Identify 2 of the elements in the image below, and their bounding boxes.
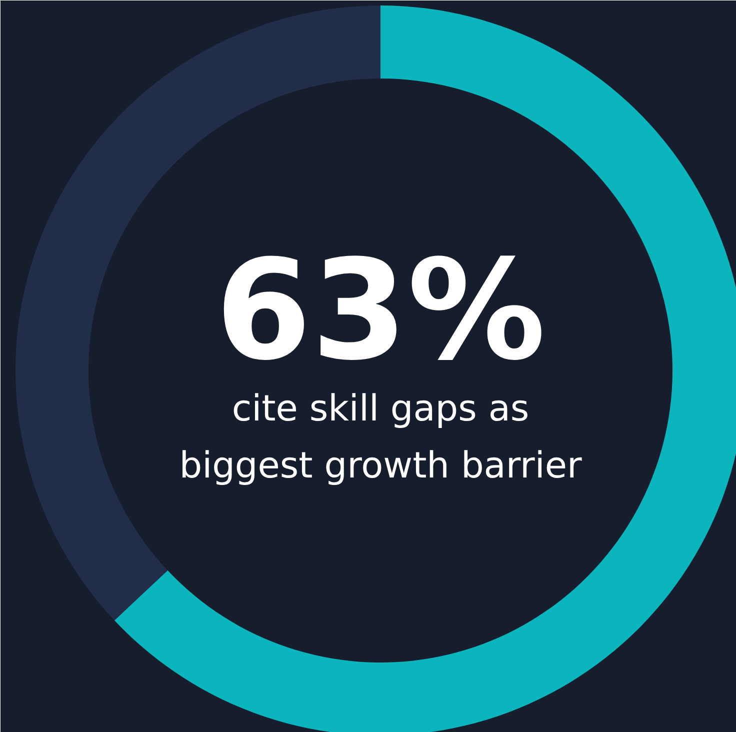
data-label: 63%: [215, 230, 546, 391]
text: cite skill gaps as biggest growth barrier: [179, 388, 582, 487]
